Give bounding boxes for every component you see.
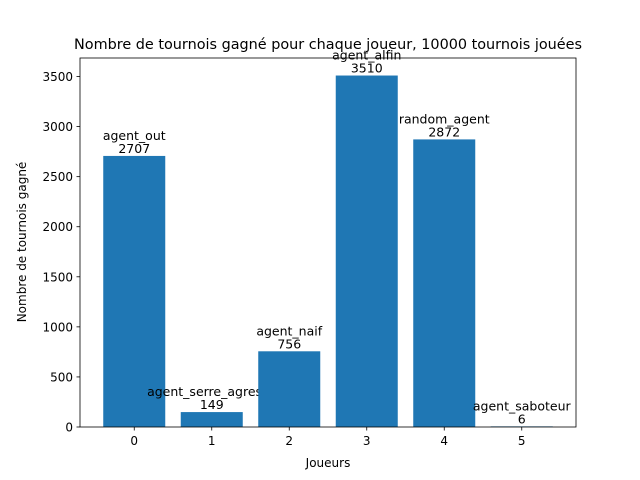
x-tick-label: 4 <box>440 434 448 448</box>
bar-value-label: 149 <box>200 397 224 412</box>
y-tick-label: 3500 <box>42 70 73 84</box>
bar-name-label: agent_saboteur <box>473 398 572 413</box>
bar-value-label: 3510 <box>351 61 383 76</box>
x-tick-label: 0 <box>130 434 138 448</box>
y-tick-label: 2500 <box>42 170 73 184</box>
y-tick-label: 2000 <box>42 220 73 234</box>
bar-name-label: agent_out <box>103 128 166 143</box>
plot-frame <box>79 57 577 428</box>
x-tick-label: 2 <box>285 434 293 448</box>
y-tick-label: 1500 <box>42 270 73 284</box>
bar <box>180 412 243 427</box>
bar-value-label: 756 <box>277 336 301 351</box>
bar <box>413 139 476 427</box>
y-tick-label: 1000 <box>42 320 73 334</box>
bar-name-label: agent_alfin <box>332 48 401 63</box>
bar-name-label: agent_serre_agressif <box>147 384 277 399</box>
x-tick-label: 1 <box>208 434 216 448</box>
y-tick-label: 500 <box>50 370 73 384</box>
y-tick-label: 0 <box>65 421 73 435</box>
y-tick-label: 3000 <box>42 120 73 134</box>
bar <box>258 351 321 427</box>
bar-name-label: agent_naif <box>256 323 322 338</box>
x-tick-label: 5 <box>518 434 526 448</box>
bar-name-label: random_agent <box>399 111 490 126</box>
x-axis: 0 1 2 3 4 5 <box>130 427 526 448</box>
bar-value-label: 6 <box>518 411 526 426</box>
x-tick-label: 3 <box>363 434 371 448</box>
y-axis-label: Nombre de tournois gagné <box>15 162 29 323</box>
bar-value-label: 2707 <box>118 141 150 156</box>
bar <box>103 155 166 428</box>
x-axis-label: Joueurs <box>305 456 351 470</box>
y-axis: 0 500 1000 1500 2000 2500 3000 3500 <box>42 70 80 435</box>
bar-value-label: 2872 <box>428 124 460 139</box>
chart-title: Nombre de tournois gagné pour chaque jou… <box>74 37 582 53</box>
bar <box>335 75 398 427</box>
